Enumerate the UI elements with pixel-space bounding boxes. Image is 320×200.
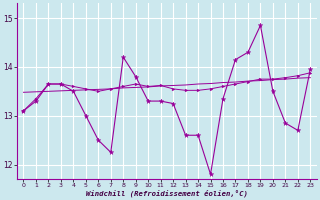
X-axis label: Windchill (Refroidissement éolien,°C): Windchill (Refroidissement éolien,°C)	[86, 189, 248, 197]
